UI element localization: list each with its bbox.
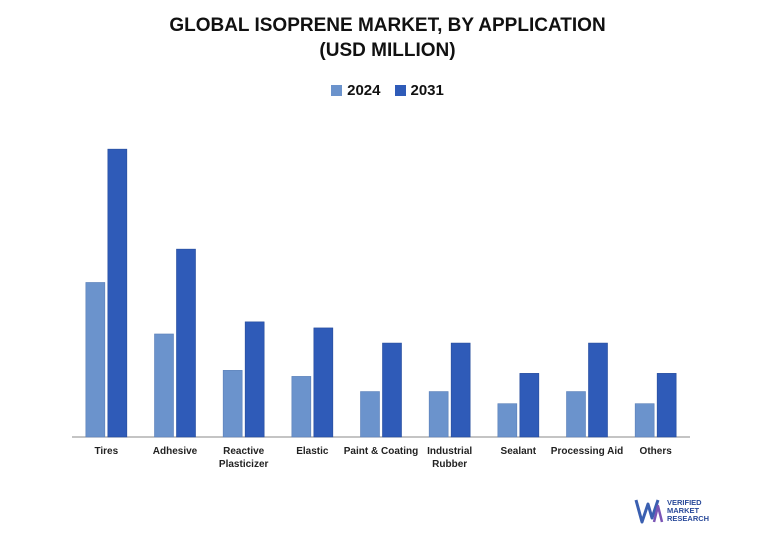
x-tick-label-0: Tires — [94, 446, 118, 457]
bar-2031-2 — [244, 321, 265, 438]
bar-2024-2 — [222, 370, 243, 438]
bar-2024-5 — [428, 391, 449, 438]
vmr-logo: VERIFIED MARKET RESEARCH — [634, 496, 709, 526]
legend-item-2031: 2031 — [394, 82, 444, 99]
bar-2024-1 — [154, 333, 174, 438]
bar-2031-1 — [176, 248, 196, 438]
logo-line-3: RESEARCH — [667, 514, 710, 523]
x-tick-label-3: Elastic — [296, 446, 329, 457]
legend-item-2024: 2024 — [331, 82, 381, 99]
bar-2031-7 — [588, 342, 608, 438]
vmr-logo-text: VERIFIED MARKET RESEARCH — [667, 499, 709, 523]
legend-label-2024: 2024 — [347, 82, 381, 99]
bar-2024-0 — [85, 282, 106, 438]
x-tick-label-5: Industrial Rubber — [427, 446, 472, 470]
x-tick-label-6: Sealant — [501, 446, 537, 457]
logo-line-2: MARKET — [667, 506, 700, 515]
vmr-logo-icon — [634, 499, 664, 524]
bar-2024-3 — [291, 376, 312, 438]
x-tick-label-4: Paint & Coating — [344, 446, 418, 457]
chart-title: GLOBAL ISOPRENE MARKET, BY APPLICATION — [169, 15, 606, 36]
legend-swatch-2024 — [331, 85, 343, 96]
bar-2024-8 — [634, 403, 655, 438]
x-tick-label-2: Reactive Plasticizer — [219, 446, 269, 470]
x-tick-label-7: Processing Aid — [551, 446, 623, 457]
bar-2024-4 — [360, 391, 380, 438]
logo-line-1: VERIFIED — [667, 498, 702, 507]
bar-2031-4 — [382, 342, 402, 438]
legend-swatch-2031 — [394, 85, 406, 96]
bar-2031-5 — [450, 342, 471, 438]
bar-2031-6 — [519, 373, 540, 438]
bar-2024-6 — [497, 403, 518, 438]
bar-2031-8 — [656, 373, 677, 438]
bar-2024-7 — [566, 391, 586, 438]
x-tick-label-8: Others — [640, 446, 673, 457]
bar-2031-3 — [313, 327, 334, 438]
chart-legend: 2024 2031 — [0, 82, 775, 99]
chart-subtitle: (USD MILLION) — [319, 40, 456, 61]
legend-label-2031: 2031 — [410, 82, 444, 99]
bar-2031-0 — [107, 148, 128, 438]
x-tick-label-1: Adhesive — [153, 446, 198, 457]
